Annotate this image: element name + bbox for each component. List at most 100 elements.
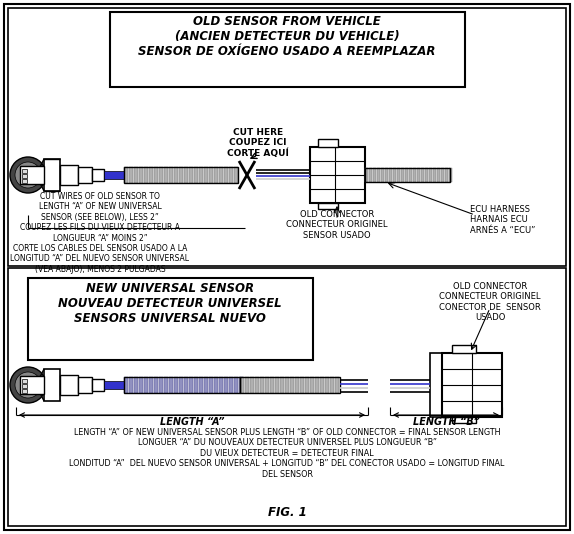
Bar [214,377,218,393]
Bar [144,377,148,393]
Bar [20,376,44,394]
Bar [240,377,340,393]
Bar [22,389,27,393]
Bar [219,377,223,393]
Text: LENGTH “A”: LENGTH “A” [160,417,224,427]
Bar [315,377,319,393]
Bar [154,377,158,393]
Circle shape [15,162,41,188]
Bar [149,167,153,183]
Bar [429,168,432,182]
Bar [8,8,566,266]
Bar [199,167,203,183]
Bar [189,167,193,183]
Bar [255,377,259,393]
Bar [385,168,388,182]
Bar [60,375,78,395]
Bar [330,377,334,393]
Bar [224,167,228,183]
Bar [280,377,284,393]
Bar [44,369,60,401]
Bar [44,159,60,191]
Bar [159,377,163,393]
Bar [134,167,138,183]
Text: OLD CONNECTOR
CONNECTEUR ORIGINEL
SENSOR USADO: OLD CONNECTOR CONNECTEUR ORIGINEL SENSOR… [286,210,388,240]
Bar [149,377,153,393]
Bar [405,168,408,182]
Text: CUT WIRES OF OLD SENSOR TO
LENGTH “A” OF NEW UNIVERSAL
SENSOR (SEE BELOW), LESS : CUT WIRES OF OLD SENSOR TO LENGTH “A” OF… [10,192,189,274]
Bar [300,377,304,393]
Bar [189,377,193,393]
Bar [381,168,384,182]
Bar [452,345,476,353]
Text: LENGTH “A” OF NEW UNIVERSAL SENSOR PLUS LENGTH “B” OF OLD CONNECTOR = FINAL SENS: LENGTH “A” OF NEW UNIVERSAL SENSOR PLUS … [69,428,505,478]
Bar [129,377,133,393]
Bar [124,377,240,393]
Bar [169,377,173,393]
Bar [78,167,92,183]
Bar [295,377,299,393]
Bar [234,377,238,393]
Bar [365,168,368,182]
Text: FIG. 1: FIG. 1 [267,506,307,519]
Bar [417,168,420,182]
Bar [184,377,188,393]
Bar [124,167,238,183]
Bar [245,377,249,393]
Bar [239,377,243,393]
Bar [92,379,104,391]
Bar [377,168,380,182]
Bar [164,377,168,393]
Bar [421,168,424,182]
Bar [139,167,143,183]
Circle shape [15,372,41,398]
Bar [389,168,392,182]
Bar [290,377,294,393]
Bar [78,377,92,393]
Bar [28,278,313,360]
Bar [250,377,254,393]
Text: LENGTH “B”: LENGTH “B” [413,417,479,427]
Bar [92,169,104,181]
Bar [441,168,444,182]
Bar [325,377,329,393]
Bar [104,381,124,389]
Bar [318,139,338,147]
Bar [164,167,168,183]
Bar [310,147,365,203]
Bar [397,168,400,182]
Bar [179,377,183,393]
Circle shape [10,367,46,403]
Bar [22,174,27,178]
Bar [393,168,396,182]
Bar [413,168,416,182]
Bar [229,377,233,393]
Bar [219,167,223,183]
Bar [169,167,173,183]
Bar [209,377,213,393]
Bar [318,203,338,209]
Bar [209,167,213,183]
Bar [204,167,208,183]
Text: NEW UNIVERSAL SENSOR
NOUVEAU DETECTEUR UNIVERSEL
SENSORS UNIVERSAL NUEVO: NEW UNIVERSAL SENSOR NOUVEAU DETECTEUR U… [58,282,282,325]
Bar [134,377,138,393]
Bar [369,168,372,182]
Bar [124,167,128,183]
Bar [22,384,27,388]
Circle shape [10,157,46,193]
Bar [22,179,27,183]
Text: OLD SENSOR FROM VEHICLE
(ANCIEN DETECTEUR DU VEHICLE)
SENSOR DE OXÍGENO USADO A : OLD SENSOR FROM VEHICLE (ANCIEN DETECTEU… [138,15,436,58]
Bar [442,353,502,417]
Bar [194,167,198,183]
Bar [305,377,309,393]
Bar [144,167,148,183]
Bar [110,12,465,87]
Bar [184,167,188,183]
Bar [104,171,124,179]
Bar [60,165,78,185]
Bar [139,377,143,393]
Bar [437,168,440,182]
Bar [335,377,339,393]
Bar [270,377,274,393]
Bar [179,167,183,183]
